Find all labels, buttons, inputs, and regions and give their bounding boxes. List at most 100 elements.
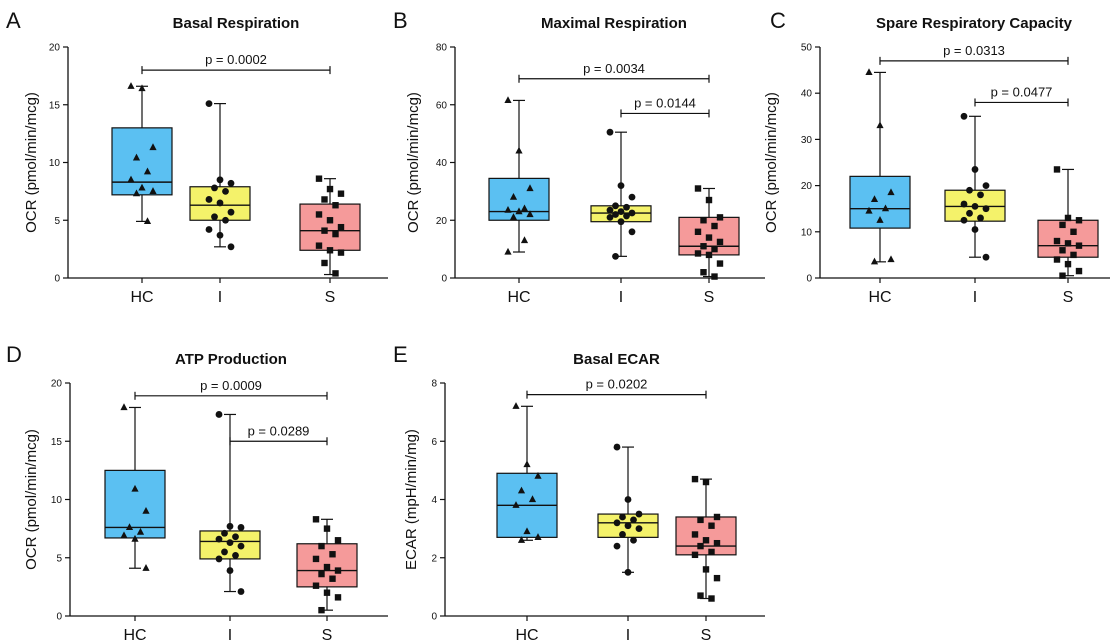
data-point-triangle xyxy=(131,534,139,542)
y-tick-label: 10 xyxy=(801,227,813,238)
data-point-circle xyxy=(237,524,245,531)
box-i xyxy=(590,128,652,260)
data-point-square xyxy=(691,475,699,483)
data-point-triangle xyxy=(504,247,512,255)
data-point-circle xyxy=(960,112,968,120)
x-tick-label: I xyxy=(218,289,222,306)
significance-bracket: p = 0.0289 xyxy=(229,423,328,446)
data-point-square xyxy=(1064,240,1072,247)
chart-title: Basal Respiration xyxy=(173,15,300,32)
data-point-circle xyxy=(619,513,626,521)
significance-bracket: p = 0.0034 xyxy=(518,61,710,83)
data-point-circle xyxy=(606,128,614,136)
data-point-square xyxy=(700,217,707,224)
data-point-circle xyxy=(982,253,990,261)
data-point-circle xyxy=(628,193,636,201)
panel-letter: D xyxy=(6,342,22,367)
box-s xyxy=(296,516,358,614)
data-point-triangle xyxy=(517,536,526,543)
data-point-square xyxy=(700,243,707,250)
data-point-circle xyxy=(623,212,630,220)
data-point-circle xyxy=(232,533,239,541)
y-tick-label: 60 xyxy=(436,100,448,111)
y-tick-label: 40 xyxy=(801,89,813,100)
data-point-square xyxy=(711,273,718,280)
data-point-square xyxy=(702,537,710,544)
data-point-triangle xyxy=(509,192,518,200)
data-point-square xyxy=(326,247,334,254)
data-point-square xyxy=(1059,272,1066,279)
data-point-square xyxy=(332,230,339,238)
significance-bracket: p = 0.0313 xyxy=(879,43,1069,65)
p-value-label: p = 0.0477 xyxy=(991,84,1053,99)
data-point-square xyxy=(702,478,710,486)
significance-bracket: p = 0.0002 xyxy=(141,52,331,75)
data-point-circle xyxy=(982,205,990,213)
data-point-square xyxy=(691,551,699,559)
x-tick-label: HC xyxy=(123,627,146,642)
data-point-triangle xyxy=(887,255,895,263)
data-point-square xyxy=(694,185,702,192)
data-point-circle xyxy=(617,208,625,215)
y-tick-label: 0 xyxy=(806,274,812,285)
data-point-square xyxy=(1075,242,1083,249)
data-point-square xyxy=(326,217,334,224)
data-point-circle xyxy=(612,211,619,218)
p-value-label: p = 0.0144 xyxy=(634,95,696,110)
data-point-square xyxy=(1053,166,1061,173)
data-point-square xyxy=(713,513,721,521)
data-point-triangle xyxy=(142,564,150,571)
data-point-circle xyxy=(215,555,223,563)
data-point-square xyxy=(694,250,702,257)
box-iqr xyxy=(104,469,166,539)
y-tick-label: 5 xyxy=(54,216,60,227)
data-point-square xyxy=(1064,260,1072,268)
box-i xyxy=(199,411,261,595)
y-axis-label: ECAR (mpH/min/mg) xyxy=(403,429,420,570)
data-point-triangle xyxy=(127,82,135,89)
data-point-square xyxy=(1075,267,1083,275)
y-tick-label: 0 xyxy=(441,274,447,285)
data-point-triangle xyxy=(149,187,157,194)
chart-title: Maximal Respiration xyxy=(541,15,687,32)
data-point-circle xyxy=(971,166,979,173)
data-point-triangle xyxy=(504,205,512,213)
x-tick-label: I xyxy=(619,289,623,306)
data-point-square xyxy=(1053,237,1061,245)
data-point-square xyxy=(337,190,345,197)
data-point-square xyxy=(1053,256,1061,263)
data-point-square xyxy=(705,196,713,204)
data-point-square xyxy=(329,575,336,582)
box-s xyxy=(678,185,740,280)
data-point-square xyxy=(694,228,702,235)
y-axis-label: OCR (pmol/min/mcg) xyxy=(23,429,40,570)
data-point-circle xyxy=(617,218,625,226)
data-point-circle xyxy=(977,191,984,199)
data-point-triangle xyxy=(528,495,537,503)
data-point-square xyxy=(1059,221,1066,229)
data-point-square xyxy=(334,594,342,601)
data-point-circle xyxy=(222,216,229,224)
data-point-circle xyxy=(216,231,224,239)
data-point-circle xyxy=(982,182,990,190)
data-point-circle xyxy=(624,496,632,503)
data-point-triangle xyxy=(520,236,529,244)
y-tick-label: 15 xyxy=(51,437,63,448)
data-point-circle xyxy=(960,216,968,224)
data-point-square xyxy=(697,592,704,599)
y-axis-label: OCR (pmol/min/mcg) xyxy=(405,92,422,233)
data-point-triangle xyxy=(523,460,531,468)
data-point-circle xyxy=(205,226,213,233)
data-point-circle xyxy=(630,536,637,544)
data-point-circle xyxy=(221,529,228,537)
data-point-triangle xyxy=(509,213,518,220)
data-point-triangle xyxy=(865,206,873,214)
data-point-circle xyxy=(205,196,213,203)
x-tick-label: S xyxy=(325,289,336,306)
data-point-square xyxy=(321,259,328,267)
data-point-triangle xyxy=(523,527,531,535)
data-point-square xyxy=(332,270,339,277)
data-point-square xyxy=(315,175,323,182)
x-tick-label: I xyxy=(973,289,977,306)
data-point-square xyxy=(323,563,331,571)
